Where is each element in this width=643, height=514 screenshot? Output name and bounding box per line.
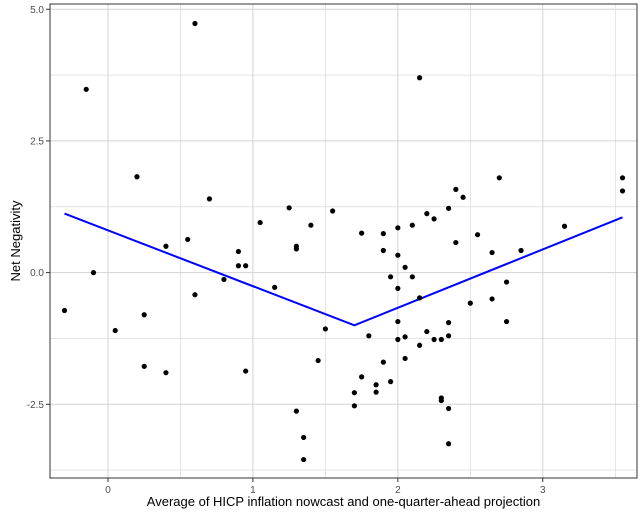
data-point <box>445 333 452 339</box>
data-point <box>330 208 336 214</box>
data-point <box>503 279 510 285</box>
data-point <box>206 196 213 202</box>
data-point <box>315 357 321 364</box>
data-point <box>460 194 466 200</box>
data-point <box>445 441 452 447</box>
data-point <box>453 239 459 246</box>
data-point <box>416 75 423 81</box>
data-point <box>351 403 357 409</box>
data-point <box>134 174 140 180</box>
panel-border <box>49 3 638 479</box>
data-point <box>489 249 495 256</box>
x-tick-label: 3 <box>540 485 546 496</box>
data-point <box>322 326 328 332</box>
data-point <box>445 405 452 412</box>
data-point <box>308 222 314 228</box>
data-point <box>424 211 430 217</box>
data-point <box>489 296 495 302</box>
x-tick-label: 1 <box>250 485 256 496</box>
data-point <box>235 263 242 269</box>
fit-line-group <box>64 212 623 327</box>
data-point <box>221 276 227 283</box>
data-point <box>380 359 386 365</box>
data-point <box>619 188 626 194</box>
data-point <box>61 307 68 314</box>
data-point <box>424 328 430 335</box>
data-point <box>409 274 415 280</box>
data-point <box>395 318 401 325</box>
x-axis-title: Average of HICP inflation nowcast and on… <box>147 494 540 509</box>
data-point <box>467 300 473 306</box>
data-point <box>438 336 444 343</box>
data-point <box>293 246 299 252</box>
data-point <box>380 247 386 254</box>
data-point <box>388 379 394 385</box>
data-point <box>192 20 198 27</box>
data-point <box>395 336 401 343</box>
data-point <box>438 397 444 404</box>
data-points <box>61 20 626 463</box>
y-tick-label: 5.0 <box>30 5 44 16</box>
data-point <box>416 295 423 301</box>
data-point <box>402 355 408 362</box>
data-point <box>416 342 423 348</box>
data-point <box>402 264 408 270</box>
data-point <box>402 334 408 340</box>
data-point <box>366 333 372 339</box>
x-tick-label: 0 <box>105 485 111 496</box>
data-point <box>431 216 437 222</box>
y-tick-label: 2.5 <box>30 136 44 147</box>
x-tick-label: 2 <box>395 485 401 496</box>
data-point <box>293 408 299 414</box>
data-point <box>90 270 97 276</box>
data-point <box>141 363 147 369</box>
data-point <box>112 327 118 334</box>
data-point <box>351 390 357 396</box>
data-point <box>286 205 292 211</box>
y-axis-title: Net Negativity <box>8 200 23 281</box>
data-point <box>409 222 415 228</box>
data-point <box>380 231 386 237</box>
data-point <box>395 285 401 291</box>
data-point <box>445 205 452 211</box>
data-point <box>301 456 307 463</box>
data-point <box>272 284 278 290</box>
data-point <box>243 263 249 269</box>
data-point <box>235 248 242 255</box>
y-tick-label: 0.0 <box>30 268 44 279</box>
data-point <box>395 225 401 231</box>
data-point <box>431 336 437 343</box>
data-point <box>141 312 147 318</box>
data-point <box>518 247 524 254</box>
data-point <box>619 175 626 181</box>
data-point <box>503 318 510 325</box>
data-point <box>373 382 379 388</box>
data-point <box>496 175 502 181</box>
data-point <box>388 274 394 280</box>
data-point <box>163 370 169 376</box>
data-point <box>359 374 365 380</box>
y-axis-ticks: -2.5 0.0 2.5 5.0 <box>27 5 50 411</box>
data-point <box>257 219 263 226</box>
data-point <box>445 320 452 326</box>
x-axis-ticks: 0 1 2 3 <box>105 478 546 496</box>
data-point <box>192 292 198 298</box>
data-point <box>83 86 89 92</box>
data-point <box>243 368 249 374</box>
data-point <box>359 230 365 236</box>
grid-lines <box>50 4 637 478</box>
y-tick-label: -2.5 <box>27 400 45 411</box>
data-point <box>453 186 459 192</box>
data-point <box>301 434 307 441</box>
data-point <box>373 389 379 395</box>
data-point <box>395 252 401 258</box>
data-point <box>163 243 169 249</box>
data-point <box>185 236 191 243</box>
fit-line <box>64 212 623 327</box>
data-point <box>561 223 568 229</box>
data-point <box>474 232 481 238</box>
